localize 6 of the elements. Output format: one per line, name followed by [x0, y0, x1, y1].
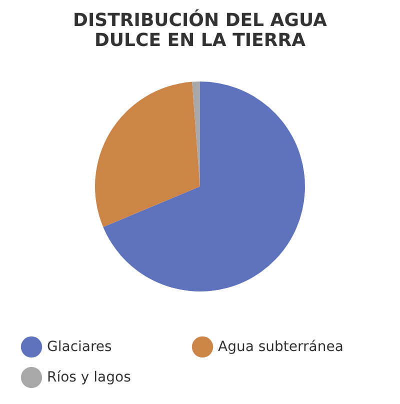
chart-title: DISTRIBUCIÓN DEL AGUA DULCE EN LA TIERRA	[73, 9, 328, 51]
pie-slice	[95, 82, 200, 227]
legend-label: Agua subterránea	[218, 338, 344, 355]
legend-label: Glaciares	[47, 338, 112, 355]
pie-slice	[103, 82, 305, 292]
legend-label: Ríos y lagos	[47, 370, 131, 386]
